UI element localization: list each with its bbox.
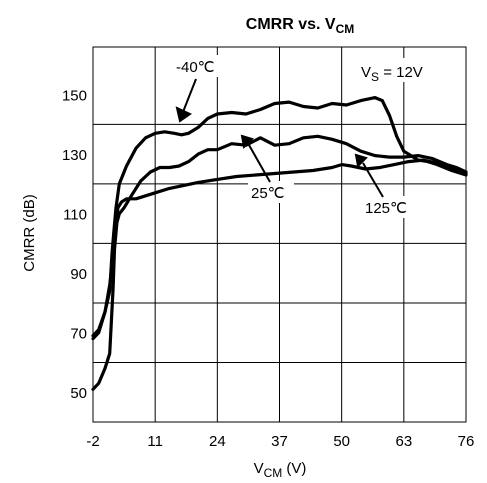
label-125: 125℃: [365, 200, 407, 217]
series-line-0: [91, 95, 468, 338]
arrow-minus40-head: [175, 106, 192, 123]
y-axis-label: CMRR (dB): [21, 194, 38, 272]
y-tick-label: 150: [62, 88, 87, 105]
x-tick-label: 63: [395, 433, 412, 450]
y-tick-labels: 50 70 90 110 130 150: [62, 88, 87, 403]
y-tick-label: 130: [62, 147, 87, 164]
y-tick-label: 50: [70, 385, 87, 402]
arrow-25-head: [240, 134, 254, 150]
x-axis-label: VCM (V): [254, 460, 307, 480]
supply-label: VS = 12V: [361, 64, 423, 84]
y-tick-label: 110: [63, 207, 87, 224]
series-layer: [91, 95, 468, 391]
chart-title-subscript: CM: [336, 22, 355, 36]
arrow-25: [248, 144, 271, 183]
label-25: 25℃: [251, 185, 285, 202]
label-minus40-bg: [171, 55, 226, 77]
x-tick-label: 24: [209, 433, 226, 450]
label-125-bg: [363, 196, 415, 218]
x-tick-label: -2: [86, 433, 99, 450]
arrow-minus40: [182, 78, 197, 113]
arrow-125: [362, 162, 384, 198]
x-tick-labels: -2 11 24 37 50 63 76: [86, 433, 474, 450]
chart-title: CMRR vs. VCM: [246, 16, 354, 36]
x-tick-label: 50: [333, 433, 350, 450]
x-tick-label: 11: [147, 433, 163, 450]
chart-title-main: CMRR vs. V: [246, 16, 336, 33]
y-tick-label: 90: [70, 266, 87, 283]
arrow-125-head: [354, 153, 368, 169]
label-25-bg: [248, 181, 294, 203]
y-tick-label: 70: [70, 326, 87, 343]
label-minus40: -40℃: [176, 59, 215, 76]
x-tick-label: 76: [458, 433, 475, 450]
supply-label-bg: [358, 58, 460, 82]
series-line-2: [91, 158, 468, 341]
x-tick-label: 37: [271, 433, 288, 450]
